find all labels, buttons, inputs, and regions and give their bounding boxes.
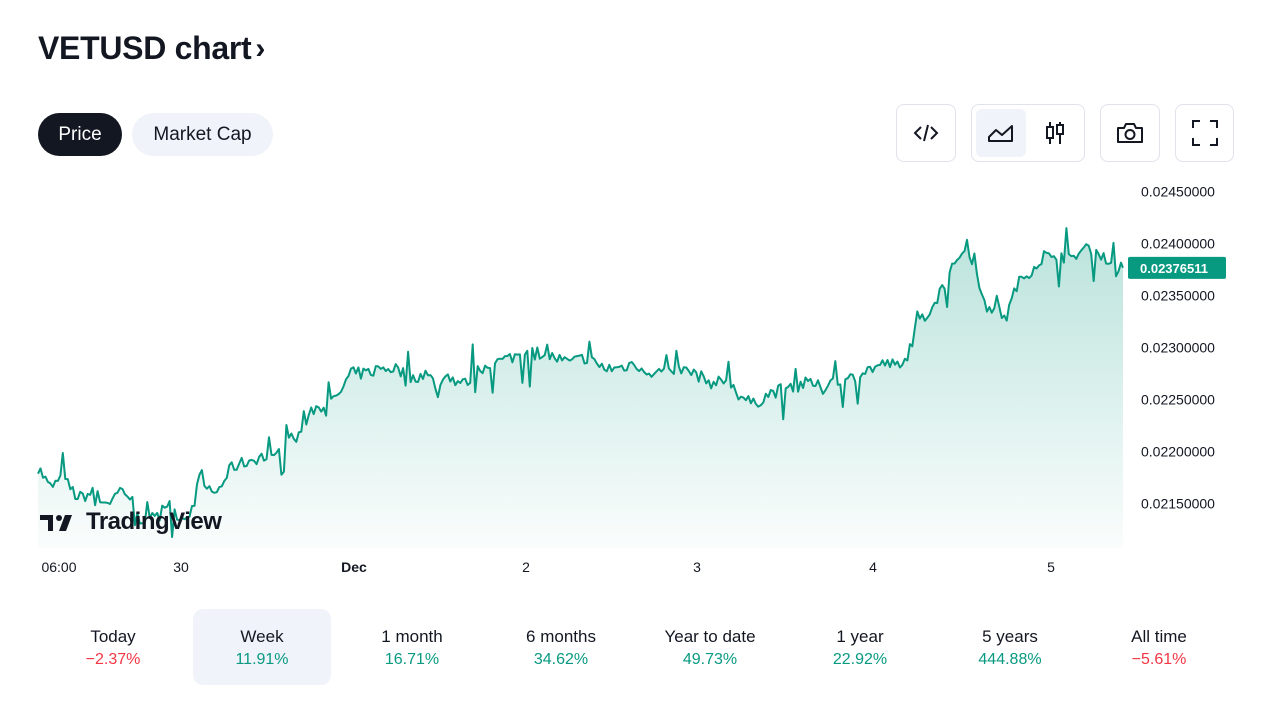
y-axis-tick-label: 0.02250000 xyxy=(1141,391,1215,407)
period-1-year[interactable]: 1 year 22.92% xyxy=(791,609,929,685)
y-axis-tick-label: 0.02150000 xyxy=(1141,495,1215,511)
tradingview-logo[interactable]: TradingView xyxy=(40,508,222,536)
candlestick-button[interactable] xyxy=(1030,109,1080,157)
last-price-value: 0.02376511 xyxy=(1140,261,1208,276)
code-brackets-icon xyxy=(913,124,939,142)
price-area-fill xyxy=(38,228,1123,548)
tab-price[interactable]: Price xyxy=(38,113,122,156)
period-1-month[interactable]: 1 month 16.71% xyxy=(343,609,481,685)
period-change-value: −2.37% xyxy=(85,651,141,668)
period-change-value: 34.62% xyxy=(533,651,589,668)
period-label: 5 years xyxy=(982,627,1038,646)
period-change-value: −5.61% xyxy=(1131,651,1187,668)
period-label: Year to date xyxy=(664,627,756,646)
period-label: Week xyxy=(240,627,284,646)
period-change-value: 11.91% xyxy=(235,651,289,668)
chart-title-link[interactable]: VETUSD chart › xyxy=(38,30,265,67)
period-all-time[interactable]: All time −5.61% xyxy=(1090,609,1228,685)
fullscreen-icon xyxy=(1191,120,1218,146)
x-axis-tick-label: 3 xyxy=(693,559,701,575)
area-chart-button[interactable] xyxy=(976,109,1026,157)
x-axis-tick-label: 30 xyxy=(173,559,189,575)
area-chart-icon xyxy=(988,125,1013,142)
period-label: Today xyxy=(90,627,136,646)
tradingview-wordmark: TradingView xyxy=(86,508,222,535)
embed-button[interactable] xyxy=(896,104,956,162)
period-week[interactable]: Week 11.91% xyxy=(193,609,331,685)
period-change-value: 22.92% xyxy=(832,651,888,668)
x-axis-tick-label: Dec xyxy=(341,559,367,575)
chevron-right-icon: › xyxy=(255,31,266,65)
period-label: All time xyxy=(1131,627,1187,646)
price-line xyxy=(37,227,1124,538)
x-axis-tick-label: 4 xyxy=(869,559,877,575)
period-label: 1 year xyxy=(836,627,884,646)
period-label: 6 months xyxy=(526,627,596,646)
candlestick-icon xyxy=(1046,122,1064,144)
y-axis-tick-label: 0.02300000 xyxy=(1141,339,1215,355)
snapshot-button[interactable] xyxy=(1100,104,1160,162)
period-change-value: 49.73% xyxy=(682,651,738,668)
tab-market-cap[interactable]: Market Cap xyxy=(132,113,273,156)
camera-icon xyxy=(1117,123,1143,143)
y-axis-tick-label: 0.02400000 xyxy=(1141,235,1215,251)
y-axis-tick-label: 0.02350000 xyxy=(1141,287,1215,303)
last-price-label: 0.02376511 xyxy=(1128,256,1226,279)
fullscreen-button[interactable] xyxy=(1175,104,1234,162)
period-5-years[interactable]: 5 years 444.88% xyxy=(941,609,1079,685)
price-chart[interactable]: 0.02450000 0.02400000 0.02350000 0.02300000… xyxy=(0,170,1280,590)
y-axis-tick-label: 0.02200000 xyxy=(1141,443,1215,459)
x-axis-tick-label: 5 xyxy=(1047,559,1055,575)
period-change-value: 16.71% xyxy=(384,651,440,668)
period-today[interactable]: Today −2.37% xyxy=(44,609,182,685)
x-axis-tick-label: 06:00 xyxy=(41,559,76,575)
tradingview-logo-icon xyxy=(40,515,72,531)
chart-style-group xyxy=(971,104,1085,162)
period-change-value: 444.88% xyxy=(978,651,1042,668)
period-label: 1 month xyxy=(381,627,443,646)
x-axis-tick-label: 2 xyxy=(522,559,530,575)
period-6-months[interactable]: 6 months 34.62% xyxy=(492,609,630,685)
y-axis-tick-label: 0.02450000 xyxy=(1141,183,1215,199)
period-year-to-date[interactable]: Year to date 49.73% xyxy=(641,609,779,685)
page-title: VETUSD chart xyxy=(38,30,252,66)
